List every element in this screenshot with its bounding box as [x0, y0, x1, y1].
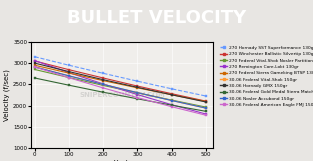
Text: SNIPERCOUNTRY.COM: SNIPERCOUNTRY.COM — [79, 92, 165, 98]
Y-axis label: Velocity (f/sec): Velocity (f/sec) — [4, 69, 10, 121]
Legend: 270 Hornady SST Superformance 130gr, 270 Winchester Ballistic Silvertip 130gr, 2: 270 Hornady SST Superformance 130gr, 270… — [219, 44, 313, 109]
Text: BULLET VELOCITY: BULLET VELOCITY — [67, 9, 246, 27]
X-axis label: Yards: Yards — [113, 160, 131, 161]
